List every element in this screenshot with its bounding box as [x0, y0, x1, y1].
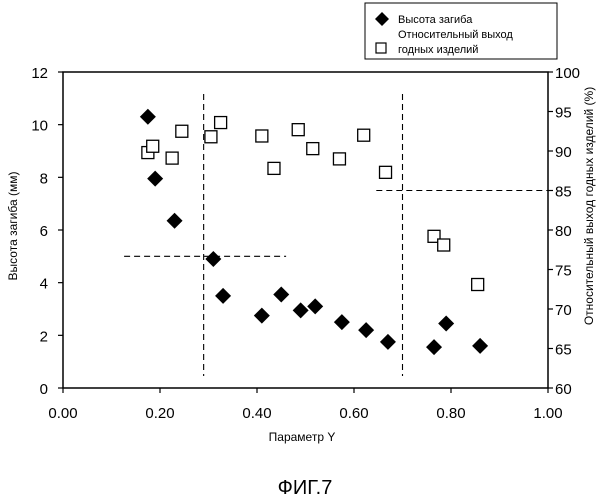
x-tick-label: 1.00 — [533, 405, 562, 422]
left-y-tick-label: 10 — [31, 118, 48, 135]
yield-point — [267, 161, 281, 176]
right-y-tick-label: 70 — [555, 302, 572, 319]
right-y-axis-ticks: 60 65 70 75 80 85 90 95 100 — [548, 65, 580, 398]
yield-point — [378, 165, 393, 179]
left-y-axis-ticks: 0 2 4 6 8 10 12 — [31, 65, 63, 398]
bend-height-point — [205, 250, 222, 267]
yield-point — [165, 151, 179, 165]
left-y-tick-label: 12 — [31, 65, 48, 82]
left-y-tick-label: 6 — [40, 223, 48, 240]
right-y-tick-label: 100 — [555, 65, 580, 82]
yield-point — [213, 115, 228, 130]
yield-point — [204, 130, 218, 144]
left-y-tick-label: 2 — [40, 328, 48, 345]
bend-height-point — [292, 302, 309, 319]
left-y-tick-label: 4 — [40, 276, 48, 293]
bend-height-point — [139, 108, 156, 125]
left-y-tick-label: 8 — [40, 170, 48, 187]
data-points — [139, 108, 489, 356]
bend-height-point — [147, 170, 164, 187]
yield-point — [255, 129, 269, 143]
yield-point — [471, 277, 485, 292]
bend-height-point — [215, 287, 232, 304]
bend-height-point — [426, 339, 443, 356]
yield-point — [332, 152, 347, 166]
x-tick-label: 0.20 — [145, 405, 174, 422]
yield-point — [427, 229, 441, 243]
yield-point — [306, 141, 320, 156]
left-y-axis-label: Высота загиба (мм) — [6, 172, 20, 281]
bend-height-point — [307, 298, 324, 315]
right-y-tick-label: 75 — [555, 263, 572, 280]
x-tick-label: 0.60 — [339, 405, 368, 422]
bend-height-point — [358, 322, 375, 339]
figure-caption: ФИГ.7 — [278, 477, 333, 499]
legend-box — [364, 2, 558, 60]
legend-label-yield-line2: годных изделий — [398, 44, 478, 56]
left-y-tick-label: 0 — [40, 381, 48, 398]
reference-lines — [124, 94, 548, 376]
yield-point — [437, 238, 451, 252]
right-y-tick-label: 80 — [555, 223, 572, 240]
bend-height-point — [166, 212, 183, 229]
bend-height-point — [253, 307, 270, 324]
bend-height-point — [273, 286, 290, 303]
legend-square-marker — [375, 42, 387, 54]
bend-height-point — [333, 314, 350, 331]
right-y-tick-label: 95 — [555, 105, 572, 122]
x-axis-label: Параметр Y — [269, 430, 336, 444]
yield-point — [291, 123, 305, 137]
right-y-tick-label: 65 — [555, 342, 572, 359]
legend-diamond-marker — [375, 12, 389, 26]
x-axis-ticks: 0.00 0.20 0.40 0.60 0.80 1.00 — [48, 388, 563, 422]
plot-frame — [62, 71, 549, 389]
bend-height-point — [438, 315, 455, 332]
bend-height-point — [472, 337, 489, 354]
yield-point — [357, 128, 371, 142]
right-y-tick-label: 60 — [555, 381, 572, 398]
legend-label-yield-line1: Относительный выход — [398, 29, 513, 41]
x-tick-label: 0.40 — [242, 405, 271, 422]
right-y-axis-label: Относительный выход годных изделий (%) — [582, 87, 596, 325]
yield-point — [175, 124, 189, 138]
x-tick-label: 0.00 — [48, 405, 77, 422]
legend: Высота загиба Относительный выход годных… — [364, 2, 558, 60]
yield-point — [146, 139, 160, 153]
right-y-tick-label: 90 — [555, 144, 572, 161]
legend-label-bend-height: Высота загиба — [398, 14, 473, 26]
right-y-tick-label: 85 — [555, 184, 572, 201]
x-tick-label: 0.80 — [436, 405, 465, 422]
bend-height-point — [379, 333, 396, 350]
